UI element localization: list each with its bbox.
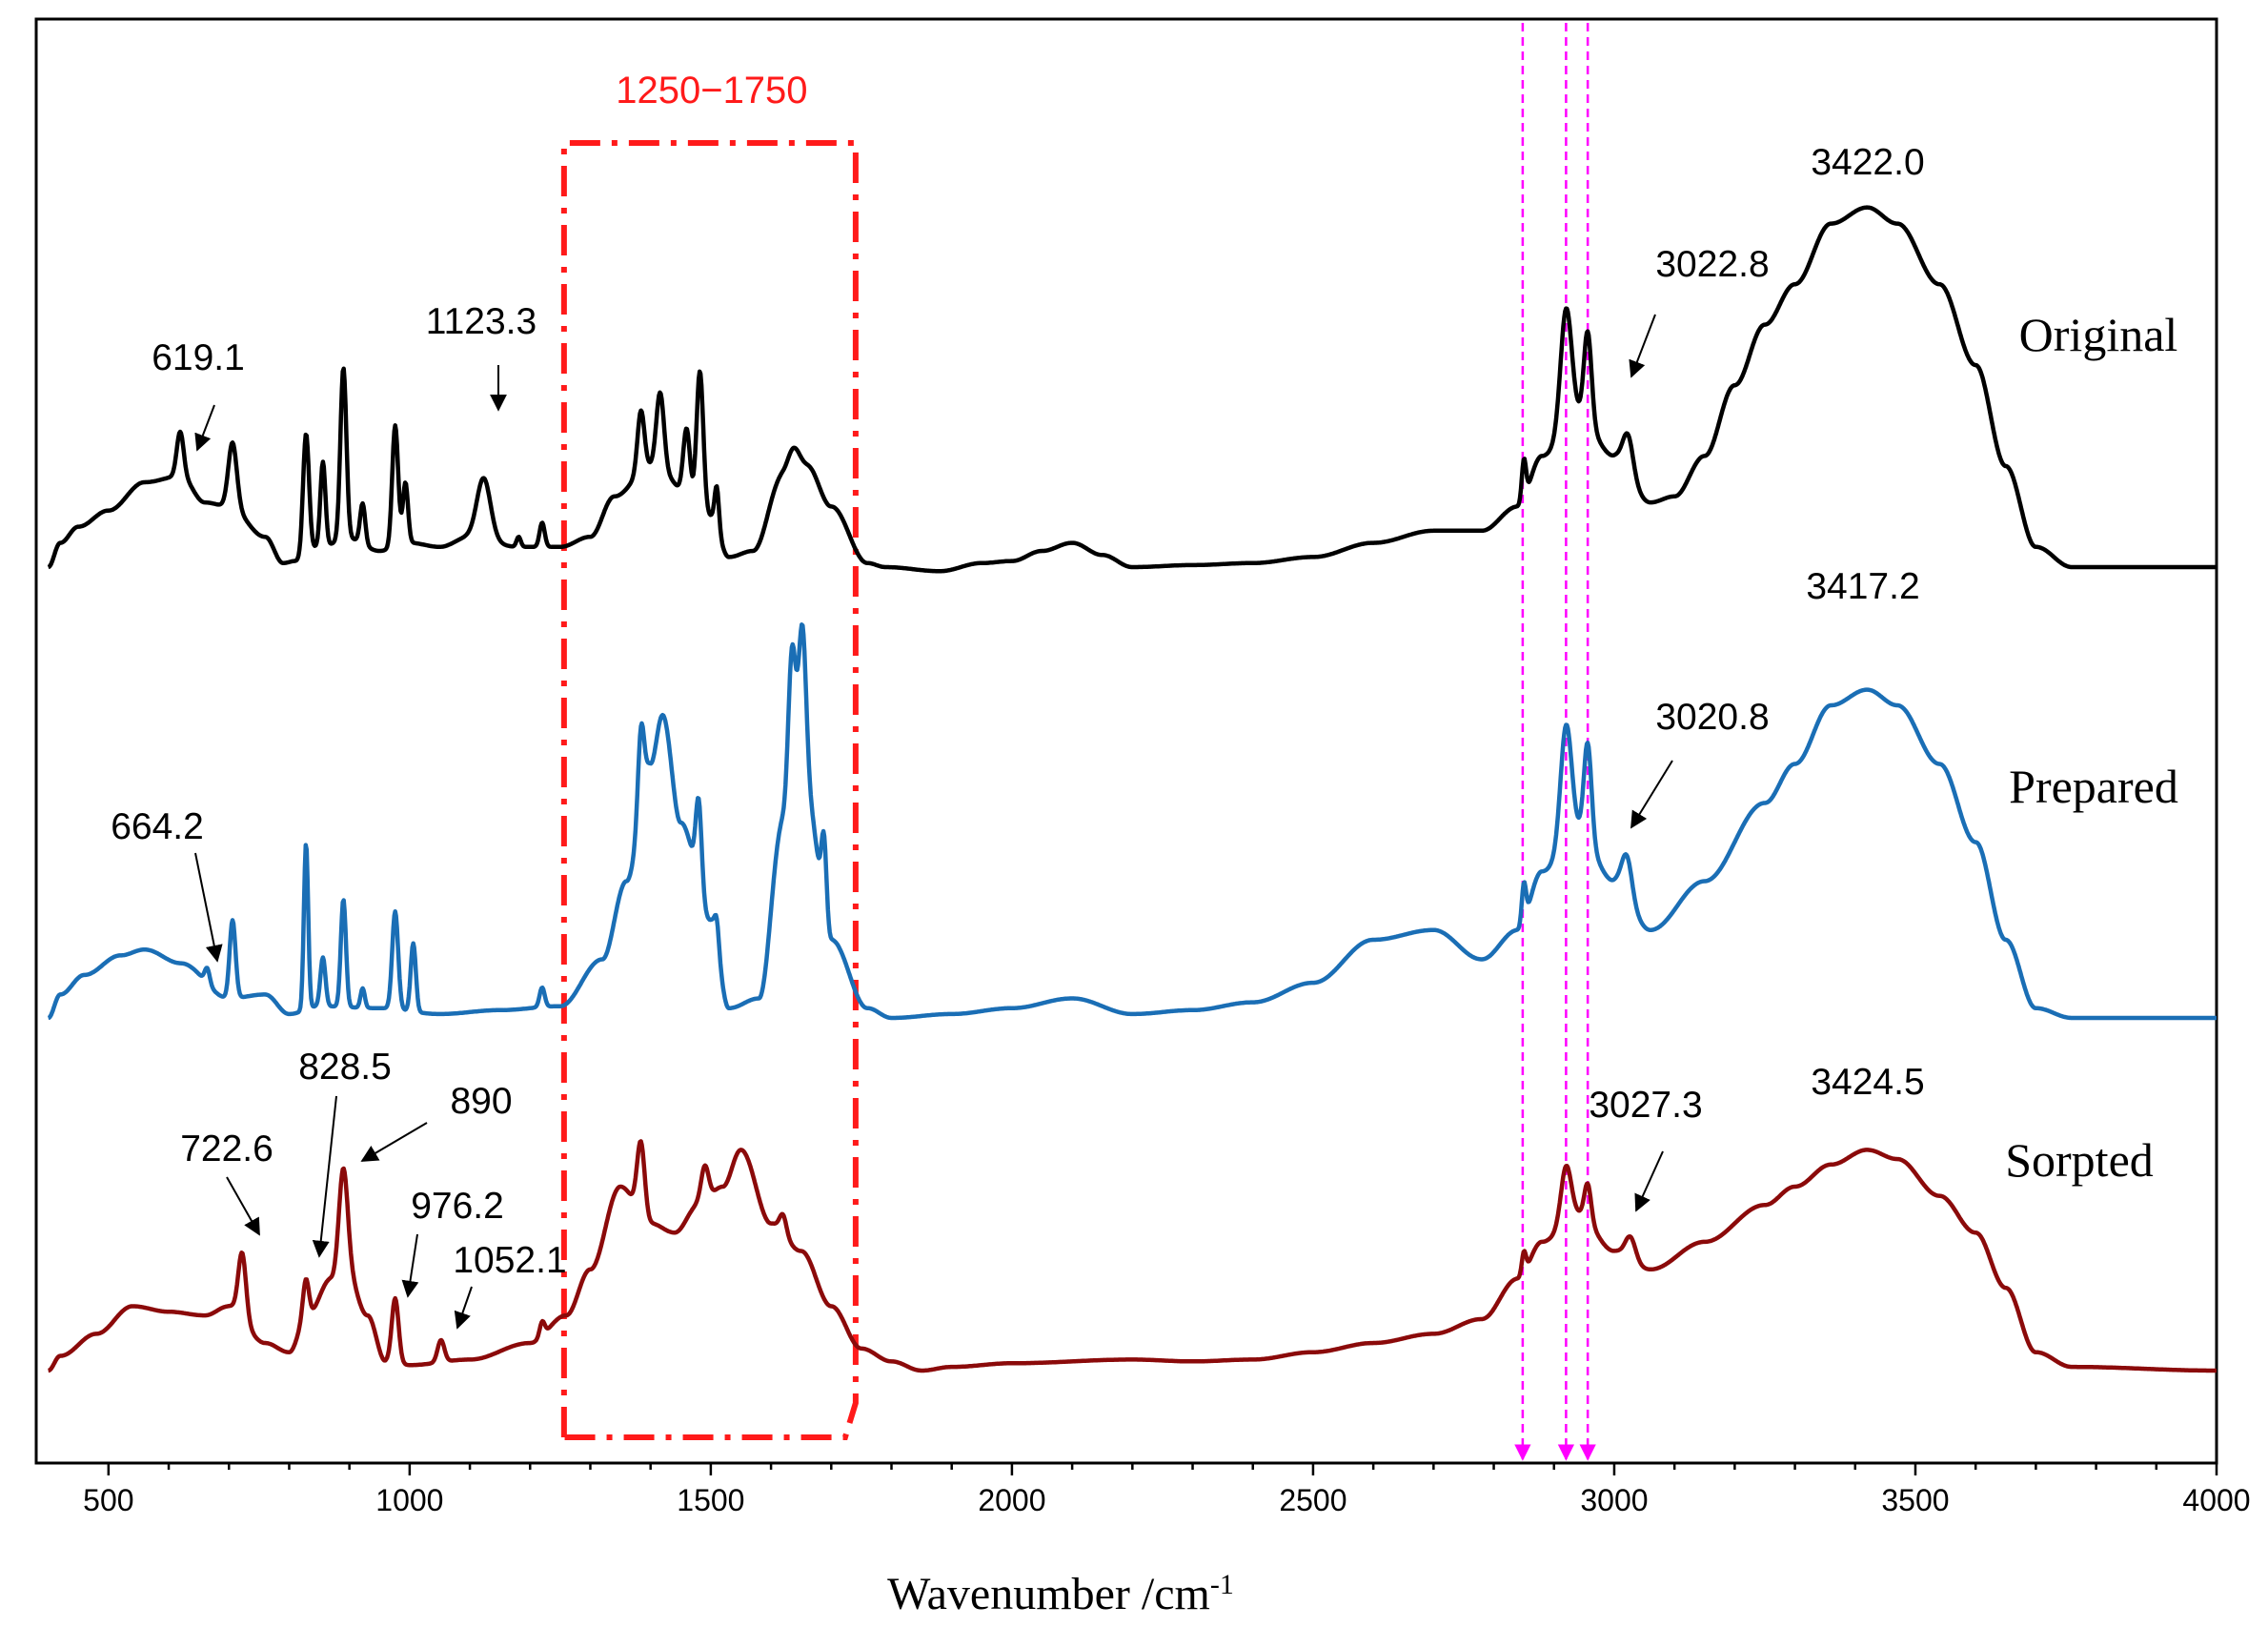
peak-arrow: [312, 1095, 337, 1258]
series-line-sorpted: [47, 1139, 2218, 1373]
x-tick-label: 1000: [375, 1483, 443, 1517]
region-box: [560, 140, 859, 1440]
peak-label: 3020.8: [1655, 697, 1769, 738]
series-label-prepared: Prepared: [2009, 760, 2178, 813]
peak-label: 3424.5: [1811, 1062, 1924, 1103]
x-tick-label: 1500: [677, 1483, 744, 1517]
series-line-prepared: [47, 622, 2218, 1021]
peak-label: 3422.0: [1811, 142, 1924, 183]
x-tick-label: 3000: [1580, 1483, 1648, 1517]
x-tick-label: 2500: [1279, 1483, 1347, 1517]
x-tick-label: 4000: [2182, 1483, 2250, 1517]
x-axis-label: Wavenumber /cm-1: [887, 1569, 1234, 1619]
plot-frame: [34, 17, 2218, 1465]
peak-arrow: [454, 1286, 473, 1330]
series-line-original: [47, 205, 2218, 574]
peak-arrow: [194, 404, 215, 452]
peak-label: 976.2: [411, 1186, 504, 1227]
peak-label: 3027.3: [1589, 1085, 1702, 1126]
region-label: 1250−1750: [616, 70, 807, 112]
peak-label: 890: [450, 1081, 512, 1122]
series-label-sorpted: Sorpted: [2005, 1133, 2154, 1187]
peak-arrow: [1630, 760, 1673, 829]
peak-arrow: [194, 852, 223, 963]
peak-label: 619.1: [152, 337, 245, 378]
peak-label: 722.6: [180, 1128, 273, 1169]
peak-arrow: [1634, 1150, 1664, 1212]
peak-label: 1123.3: [426, 301, 537, 342]
x-tick-label: 2000: [978, 1483, 1045, 1517]
peak-label: 664.2: [111, 806, 204, 847]
peak-label: 1052.1: [453, 1240, 566, 1281]
peak-arrow: [226, 1176, 260, 1236]
peak-arrow: [401, 1233, 419, 1298]
peak-label: 3022.8: [1655, 244, 1769, 285]
peak-arrow: [360, 1122, 428, 1162]
x-tick-label: 3500: [1881, 1483, 1949, 1517]
x-tick-label: 500: [83, 1483, 133, 1517]
series-label-original: Original: [2019, 308, 2178, 361]
peak-label: 828.5: [298, 1047, 392, 1088]
peak-label: 3417.2: [1806, 566, 1919, 607]
peak-arrow: [1629, 314, 1656, 378]
